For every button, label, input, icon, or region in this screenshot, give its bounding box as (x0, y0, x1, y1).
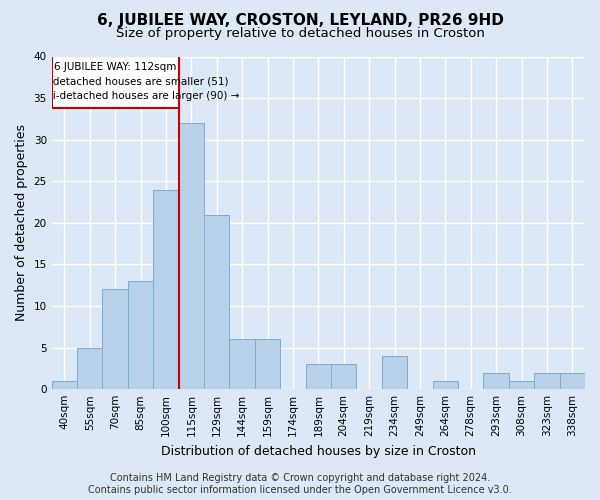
Bar (382, 356, 407, 389)
Bar (52, 56, 179, 108)
Bar (229, 340, 255, 389)
Bar (509, 381, 534, 389)
X-axis label: Distribution of detached houses by size in Croston: Distribution of detached houses by size … (161, 444, 476, 458)
Bar (179, 123, 204, 389)
Bar (433, 381, 458, 389)
Text: 6 JUBILEE WAY: 112sqm: 6 JUBILEE WAY: 112sqm (54, 62, 176, 72)
Bar (77, 348, 103, 389)
Bar (52, 381, 77, 389)
Bar (560, 372, 585, 389)
Text: Contains HM Land Registry data © Crown copyright and database right 2024.
Contai: Contains HM Land Registry data © Crown c… (88, 474, 512, 495)
Y-axis label: Number of detached properties: Number of detached properties (15, 124, 28, 322)
Text: Size of property relative to detached houses in Croston: Size of property relative to detached ho… (116, 28, 484, 40)
Text: 6, JUBILEE WAY, CROSTON, LEYLAND, PR26 9HD: 6, JUBILEE WAY, CROSTON, LEYLAND, PR26 9… (97, 12, 503, 28)
Bar (331, 364, 356, 389)
Text: 64% of semi-detached houses are larger (90) →: 64% of semi-detached houses are larger (… (0, 92, 239, 102)
Bar (128, 281, 153, 389)
Bar (305, 364, 331, 389)
Bar (153, 190, 179, 389)
Bar (103, 290, 128, 389)
Bar (484, 372, 509, 389)
Bar (255, 340, 280, 389)
Text: ← 36% of detached houses are smaller (51): ← 36% of detached houses are smaller (51… (1, 76, 229, 86)
Bar (534, 372, 560, 389)
Bar (204, 214, 229, 389)
